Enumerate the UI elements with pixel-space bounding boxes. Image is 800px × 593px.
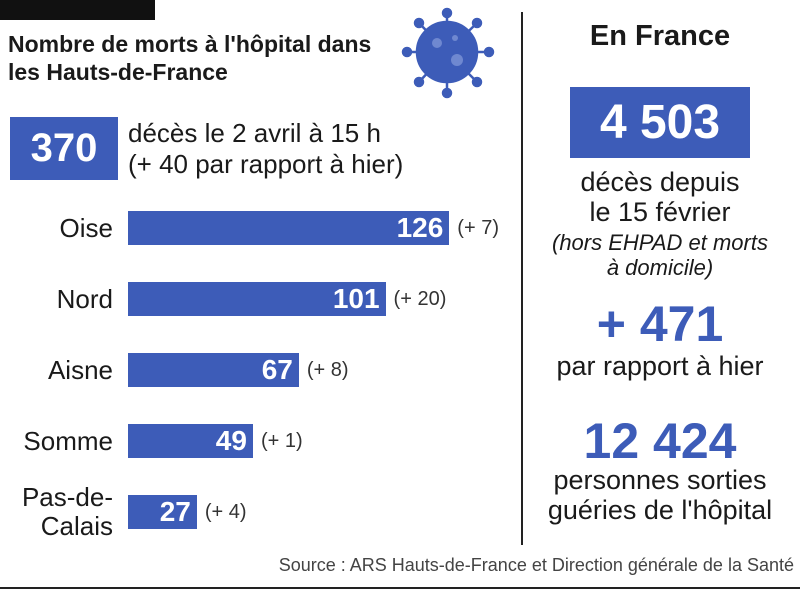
category-label: Aisne bbox=[47, 354, 113, 385]
recovered: 12 424 bbox=[583, 413, 737, 469]
bar-row: Oise 126 (+ 7) bbox=[0, 210, 499, 246]
summary-line: (+ 40 par rapport à hier) bbox=[128, 149, 404, 179]
bar: 101 bbox=[128, 282, 386, 316]
value-label: 67 bbox=[261, 354, 293, 385]
note: à domicile) bbox=[606, 255, 714, 280]
change-label: (+ 1) bbox=[260, 429, 303, 452]
bar: 49 bbox=[128, 424, 253, 458]
note: (hors EHPAD et morts bbox=[552, 230, 768, 255]
recovered-text: personnes sorties bbox=[553, 465, 767, 495]
deaths-box: 4 503 bbox=[570, 87, 750, 158]
bar: 67 bbox=[128, 353, 299, 387]
bottom-rule bbox=[0, 587, 800, 589]
change-text: par rapport à hier bbox=[556, 351, 764, 381]
bar-row: Aisne 67 (+ 8) bbox=[0, 352, 349, 388]
bar-row: Pas-de-Calais 27 (+ 4) bbox=[0, 483, 247, 541]
category-label: Somme bbox=[23, 425, 113, 456]
chart-title: Nombre de morts à l'hôpital dans les Hau… bbox=[8, 31, 372, 85]
bar: 126 bbox=[128, 211, 450, 245]
category-label: Nord bbox=[56, 283, 113, 314]
divider bbox=[521, 12, 523, 545]
change-label: (+ 8) bbox=[306, 358, 349, 381]
heading: En France bbox=[589, 20, 731, 52]
change-label: (+ 20) bbox=[393, 287, 447, 310]
top-bar bbox=[0, 0, 155, 20]
value-label: 49 bbox=[215, 425, 247, 456]
summary-line: décès le 2 avril à 15 h bbox=[128, 118, 381, 148]
value-label: 126 bbox=[396, 212, 444, 243]
value-label: 27 bbox=[159, 496, 191, 527]
change-label: (+ 4) bbox=[204, 500, 247, 523]
deaths-text: décès depuis bbox=[580, 167, 740, 197]
value-label: 101 bbox=[332, 283, 380, 314]
deaths-text: le 15 février bbox=[589, 197, 731, 227]
category-label: Pas-de-Calais bbox=[21, 482, 113, 541]
recovered-text: guéries de l'hôpital bbox=[547, 495, 773, 525]
source: Source : ARS Hauts-de-France et Directio… bbox=[278, 555, 794, 575]
bar-row: Somme 49 (+ 1) bbox=[0, 423, 303, 459]
virus-icon bbox=[401, 7, 495, 99]
change: + 471 bbox=[596, 296, 724, 352]
change-label: (+ 7) bbox=[457, 216, 499, 239]
bar-row: Nord 101 (+ 20) bbox=[0, 281, 446, 317]
total-box: 370 bbox=[10, 117, 118, 180]
category-label: Oise bbox=[59, 212, 113, 243]
bar: 27 bbox=[128, 495, 197, 529]
